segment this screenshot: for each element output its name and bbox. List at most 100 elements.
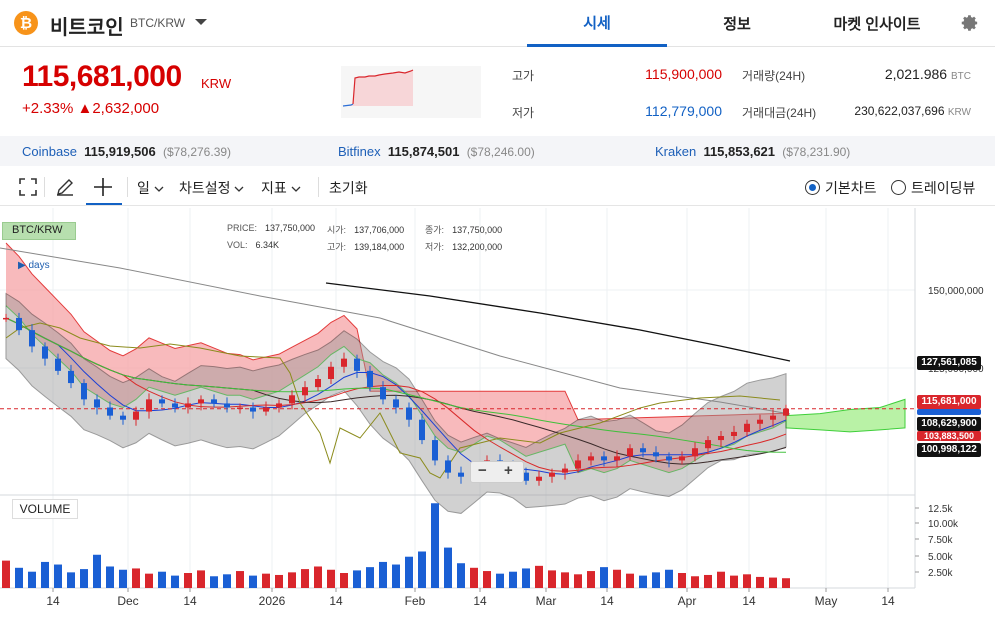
- info-high-label: 고가:: [327, 242, 347, 252]
- volume-bar: [470, 567, 478, 588]
- volume-bar: [418, 551, 426, 588]
- period-label: days: [28, 260, 50, 271]
- exchange-strip: [0, 136, 995, 166]
- lagging-span-line: [5, 322, 781, 479]
- period-tag: ▶ days: [18, 260, 50, 271]
- volume-bar: [717, 571, 725, 588]
- trend-line: [0, 247, 791, 415]
- interval-dropdown[interactable]: 일: [137, 178, 164, 198]
- toolbar-divider: [44, 177, 45, 197]
- candle-body: [29, 330, 35, 347]
- volume-bar: [158, 571, 166, 588]
- candle-body: [692, 448, 698, 457]
- candle-body: [419, 419, 425, 441]
- price-tag: 103,883,500: [917, 431, 981, 441]
- price-tag: 127,561,085: [917, 356, 981, 370]
- exchange-kraken[interactable]: Kraken 115,853,621 ($78,231.90): [655, 144, 850, 159]
- volume-bar: [782, 578, 790, 588]
- volume-bar: [483, 571, 491, 588]
- volume-bar: [522, 568, 530, 588]
- x-tick-label: 14: [183, 594, 197, 608]
- candle-body: [783, 408, 789, 416]
- volume-bar: [704, 574, 712, 588]
- volume-bar: [210, 576, 218, 588]
- pencil-icon[interactable]: [54, 176, 76, 198]
- gear-icon[interactable]: [958, 12, 980, 34]
- price-unit: KRW: [201, 76, 232, 91]
- x-tick-label: 14: [742, 594, 756, 608]
- candle-body: [81, 383, 87, 400]
- tab-price[interactable]: 시세: [527, 0, 667, 47]
- reset-button[interactable]: 초기화: [329, 180, 368, 196]
- candle-body: [341, 358, 347, 367]
- candle-body: [16, 317, 22, 331]
- info-open-label: 시가:: [327, 225, 347, 235]
- info-vol-label: VOL:: [227, 240, 248, 250]
- exchange-coinbase[interactable]: Coinbase 115,919,506 ($78,276.39): [22, 144, 231, 159]
- candle-body: [55, 358, 61, 371]
- volume-label: 거래량(24H): [742, 69, 806, 83]
- volume-bar: [314, 566, 322, 588]
- chevron-down-icon[interactable]: [193, 14, 209, 30]
- indicators-label: 지표: [261, 180, 287, 196]
- volume-bar: [769, 577, 777, 588]
- candle-body: [653, 452, 659, 457]
- crosshair-icon[interactable]: [92, 176, 114, 198]
- volume-bar: [548, 570, 556, 588]
- tab-market-insight[interactable]: 마켓 인사이트: [833, 16, 921, 33]
- amount-24h: 230,622,037,696 KRW: [830, 104, 971, 118]
- toolbar-divider: [318, 177, 319, 197]
- crosshair-active-bar: [86, 203, 122, 205]
- high-label: 고가: [512, 69, 535, 83]
- zoom-in-button[interactable]: +: [504, 462, 513, 479]
- volume-bar: [730, 575, 738, 588]
- volume-bar: [236, 571, 244, 588]
- info-open-value: 137,706,000: [354, 225, 405, 235]
- chevron-down-icon: [291, 186, 301, 192]
- zoom-out-button[interactable]: −: [478, 462, 487, 479]
- candle-body: [575, 460, 581, 469]
- basic-chart-radio[interactable]: [805, 180, 820, 195]
- fullscreen-icon[interactable]: [17, 176, 39, 198]
- volume-title: VOLUME: [12, 499, 78, 519]
- candle-body: [588, 456, 594, 461]
- tradingview-radio[interactable]: [891, 180, 906, 195]
- interval-label: 일: [137, 180, 150, 196]
- volume-bar: [379, 561, 387, 588]
- volume-bar: [574, 574, 582, 588]
- volume-bar: [405, 556, 413, 588]
- volume-bar: [496, 573, 504, 588]
- candle-body: [393, 399, 399, 408]
- volume-bar: [392, 564, 400, 588]
- volume-bar: [509, 571, 517, 588]
- candle-body: [536, 476, 542, 481]
- change-amount: ▲2,632,000: [77, 100, 160, 117]
- indicators-dropdown[interactable]: 지표: [261, 178, 301, 198]
- chart-settings-dropdown[interactable]: 차트설정: [179, 178, 244, 198]
- basic-chart-label[interactable]: 기본차트: [825, 180, 877, 196]
- symbol-tag: BTC/KRW: [12, 224, 63, 236]
- candle-body: [211, 399, 217, 404]
- tab-info[interactable]: 정보: [723, 16, 751, 33]
- volume-bar: [80, 569, 88, 588]
- exchange-bitfinex[interactable]: Bitfinex 115,874,501 ($78,246.00): [338, 144, 535, 159]
- x-tick-label: May: [815, 594, 838, 608]
- long-term-ma-line: [325, 282, 791, 362]
- change-percent: +2.33%: [22, 100, 74, 117]
- low-value: 112,779,000: [645, 103, 722, 119]
- volume-bar: [613, 569, 621, 588]
- candle-body: [107, 407, 113, 416]
- tradingview-label[interactable]: 트레이딩뷰: [911, 180, 976, 196]
- candle-body: [354, 358, 360, 371]
- x-tick-label: 14: [46, 594, 60, 608]
- candlestick-series: [3, 312, 789, 486]
- volume-tick-label: 12.5k: [928, 504, 953, 515]
- volume-bar: [665, 569, 673, 588]
- chevron-down-icon: [234, 186, 244, 192]
- candle-body: [458, 472, 464, 477]
- candle-body: [705, 440, 711, 449]
- candle-body: [133, 411, 139, 420]
- info-close: 종가: 137,750,000: [425, 223, 502, 236]
- price-chart[interactable]: 150,000,000125,000,00012.5k10.00k7.50k5.…: [0, 208, 995, 618]
- chart-settings-label: 차트설정: [179, 180, 231, 196]
